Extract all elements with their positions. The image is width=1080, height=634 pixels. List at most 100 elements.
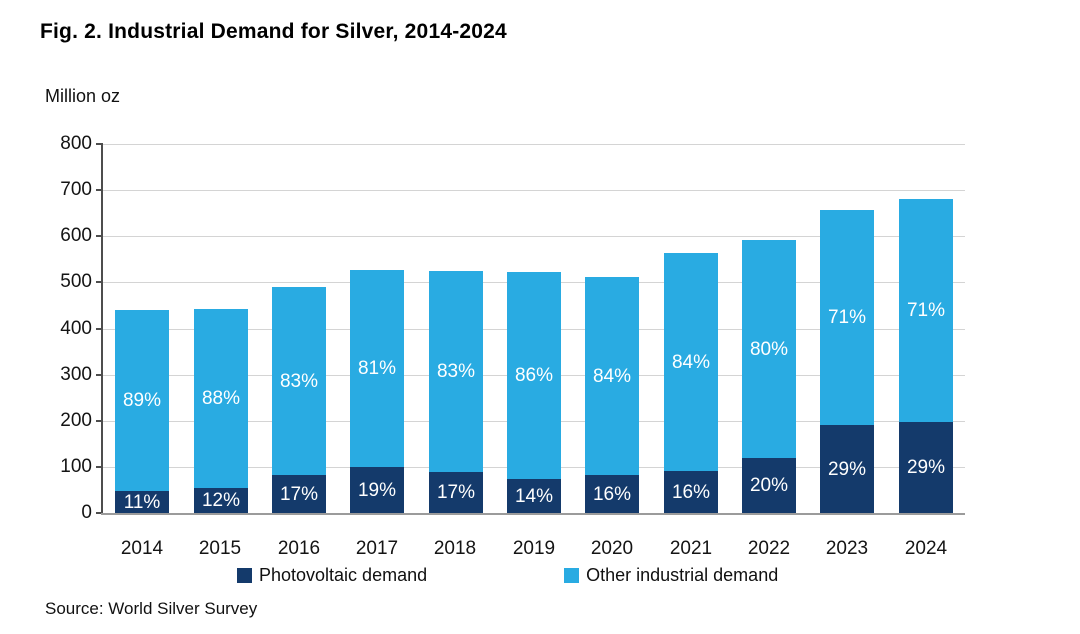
x-axis-year-label-2022: 2022 bbox=[747, 538, 791, 559]
bar-column-2021: 84% 16% bbox=[664, 253, 718, 513]
photovoltaic-percent-label-2015: 12% bbox=[201, 490, 241, 511]
x-axis-year-label-2023: 2023 bbox=[825, 538, 869, 559]
other-industrial-segment-2014: 89% bbox=[115, 310, 169, 491]
y-axis-tick-label-100: 100 bbox=[60, 456, 92, 477]
bar-column-2024: 71% 29% bbox=[899, 199, 953, 513]
legend: Photovoltaic demand Other industrial dem… bbox=[237, 565, 778, 586]
other-industrial-segment-2020: 84% bbox=[585, 277, 639, 475]
x-axis-year-label-2019: 2019 bbox=[512, 538, 556, 559]
y-axis-tick-500 bbox=[96, 281, 103, 283]
y-axis-unit-label: Million oz bbox=[45, 86, 121, 106]
y-axis-tick-600 bbox=[96, 235, 103, 237]
photovoltaic-percent-label-2019: 14% bbox=[514, 485, 554, 507]
other-industrial-percent-label-2015: 88% bbox=[201, 388, 241, 409]
bar-column-2022: 80% 20% bbox=[742, 240, 796, 513]
x-axis-year-label-2014: 2014 bbox=[120, 538, 164, 559]
photovoltaic-percent-label-2016: 17% bbox=[279, 483, 319, 505]
x-axis-year-label-2018: 2018 bbox=[433, 538, 477, 559]
bar-column-2015: 88% 12% bbox=[194, 309, 248, 513]
other-industrial-segment-2019: 86% bbox=[507, 272, 561, 479]
photovoltaic-segment-2021: 16% bbox=[664, 471, 718, 513]
other-industrial-percent-label-2020: 84% bbox=[592, 365, 632, 387]
y-axis-tick-label-400: 400 bbox=[60, 318, 92, 339]
other-industrial-percent-label-2018: 83% bbox=[436, 361, 476, 382]
x-axis-year-label-2017: 2017 bbox=[355, 538, 399, 559]
photovoltaic-segment-2024: 29% bbox=[899, 422, 953, 513]
y-axis-tick-label-500: 500 bbox=[60, 271, 92, 292]
figure-title: Fig. 2. Industrial Demand for Silver, 20… bbox=[40, 20, 507, 43]
bar-column-2020: 84% 16% bbox=[585, 277, 639, 513]
bar-column-2018: 83% 17% bbox=[429, 271, 483, 513]
x-axis-year-label-2024: 2024 bbox=[904, 538, 948, 559]
other-industrial-segment-2016: 83% bbox=[272, 287, 326, 475]
other-industrial-percent-label-2022: 80% bbox=[749, 338, 789, 360]
other-industrial-percent-label-2019: 86% bbox=[514, 365, 554, 386]
bar-column-2014: 89% 11% bbox=[115, 310, 169, 513]
photovoltaic-percent-label-2021: 16% bbox=[671, 481, 711, 503]
other-industrial-percent-label-2014: 89% bbox=[122, 390, 162, 411]
y-axis-tick-label-600: 600 bbox=[60, 225, 92, 246]
x-axis-year-label-2015: 2015 bbox=[198, 538, 242, 559]
y-axis-tick-label-0: 0 bbox=[81, 502, 92, 523]
other-industrial-percent-label-2016: 83% bbox=[279, 370, 319, 392]
other-industrial-segment-2017: 81% bbox=[350, 270, 404, 467]
other-industrial-percent-label-2023: 71% bbox=[827, 307, 867, 328]
photovoltaic-segment-2018: 17% bbox=[429, 472, 483, 513]
other-industrial-segment-2023: 71% bbox=[820, 210, 874, 425]
y-axis-tick-300 bbox=[96, 374, 103, 376]
y-axis-tick-label-300: 300 bbox=[60, 364, 92, 385]
photovoltaic-percent-label-2018: 17% bbox=[436, 482, 476, 503]
y-axis-line bbox=[101, 143, 103, 514]
photovoltaic-segment-2014: 11% bbox=[115, 491, 169, 513]
other-industrial-percent-label-2024: 71% bbox=[906, 300, 946, 321]
bar-column-2019: 86% 14% bbox=[507, 272, 561, 513]
x-axis-year-label-2021: 2021 bbox=[669, 538, 713, 559]
y-axis-tick-100 bbox=[96, 466, 103, 468]
photovoltaic-percent-label-2024: 29% bbox=[906, 457, 946, 478]
other-industrial-percent-label-2017: 81% bbox=[357, 358, 397, 379]
photovoltaic-segment-2016: 17% bbox=[272, 475, 326, 513]
y-axis-tick-label-200: 200 bbox=[60, 410, 92, 431]
legend-item-photovoltaic: Photovoltaic demand bbox=[237, 565, 427, 586]
bar-column-2023: 71% 29% bbox=[820, 210, 874, 513]
legend-swatch-photovoltaic bbox=[237, 568, 252, 583]
photovoltaic-segment-2023: 29% bbox=[820, 425, 874, 513]
other-industrial-segment-2015: 88% bbox=[194, 309, 248, 488]
legend-label-other-industrial: Other industrial demand bbox=[586, 565, 779, 585]
photovoltaic-percent-label-2017: 19% bbox=[357, 479, 397, 501]
bar-column-2017: 81% 19% bbox=[350, 270, 404, 513]
y-axis-tick-label-800: 800 bbox=[60, 133, 92, 154]
x-axis-line bbox=[101, 513, 965, 515]
bar-column-2016: 83% 17% bbox=[272, 287, 326, 513]
gridline-700 bbox=[103, 190, 965, 191]
photovoltaic-segment-2020: 16% bbox=[585, 475, 639, 513]
gridline-600 bbox=[103, 236, 965, 237]
y-axis-tick-700 bbox=[96, 189, 103, 191]
photovoltaic-segment-2022: 20% bbox=[742, 458, 796, 513]
y-axis-tick-0 bbox=[96, 512, 103, 514]
y-axis-tick-400 bbox=[96, 328, 103, 330]
other-industrial-segment-2022: 80% bbox=[742, 240, 796, 458]
photovoltaic-percent-label-2023: 29% bbox=[827, 458, 867, 480]
other-industrial-segment-2021: 84% bbox=[664, 253, 718, 471]
photovoltaic-percent-label-2020: 16% bbox=[592, 483, 632, 505]
photovoltaic-percent-label-2022: 20% bbox=[749, 475, 789, 496]
x-axis-year-label-2020: 2020 bbox=[590, 538, 634, 559]
other-industrial-segment-2018: 83% bbox=[429, 271, 483, 472]
photovoltaic-segment-2017: 19% bbox=[350, 467, 404, 513]
gridline-800 bbox=[103, 144, 965, 145]
photovoltaic-segment-2019: 14% bbox=[507, 479, 561, 513]
photovoltaic-percent-label-2014: 11% bbox=[123, 491, 161, 513]
other-industrial-percent-label-2021: 84% bbox=[671, 351, 711, 373]
y-axis-tick-label-700: 700 bbox=[60, 179, 92, 200]
y-axis-tick-200 bbox=[96, 420, 103, 422]
legend-item-other-industrial: Other industrial demand bbox=[564, 565, 778, 586]
y-axis-tick-800 bbox=[96, 143, 103, 145]
x-axis-year-label-2016: 2016 bbox=[277, 538, 321, 559]
photovoltaic-segment-2015: 12% bbox=[194, 488, 248, 513]
legend-label-photovoltaic: Photovoltaic demand bbox=[259, 565, 428, 585]
legend-swatch-other-industrial bbox=[564, 568, 580, 583]
source-note: Source: World Silver Survey bbox=[45, 599, 258, 618]
other-industrial-segment-2024: 71% bbox=[899, 199, 953, 422]
